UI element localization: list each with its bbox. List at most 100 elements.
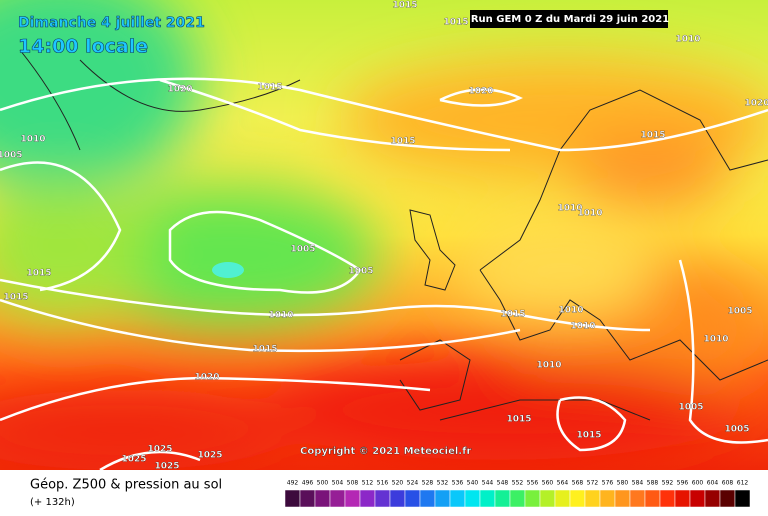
isobar-label: 1005 <box>0 151 23 161</box>
land <box>19 49 768 421</box>
scale-label: 528 <box>422 480 434 487</box>
scale-label: 572 <box>587 480 599 487</box>
isobar-label: 1015 <box>640 131 665 141</box>
isobar-label: 1010 <box>577 209 602 219</box>
isobar-label: 1005 <box>727 307 752 317</box>
isobar-label: 1025 <box>121 455 146 465</box>
scale-swatch <box>464 489 481 508</box>
isobar-label: 1015 <box>506 415 531 425</box>
isobar-label: 1015 <box>257 83 282 93</box>
isobar-label: 1015 <box>26 269 51 279</box>
scale-label: 564 <box>557 480 569 487</box>
scale-swatch <box>419 489 436 508</box>
scale-swatch <box>569 489 586 508</box>
isobar-label: 1020 <box>167 85 192 95</box>
scale-swatch <box>584 489 601 508</box>
isobar-label: 1020 <box>744 99 768 109</box>
isobar-label: 1015 <box>392 1 417 11</box>
scale-swatch <box>524 489 541 508</box>
scale-label: 600 <box>692 480 704 487</box>
scale-label: 520 <box>392 480 404 487</box>
copyright: Copyright © 2021 Meteociel.fr <box>300 446 471 457</box>
scale-label: 568 <box>572 480 584 487</box>
field <box>0 0 768 470</box>
isobar-label: 1015 <box>390 137 415 147</box>
run-label: Run GEM 0 Z du Mardi 29 juin 2021 <box>471 14 669 25</box>
scale-swatch <box>734 489 751 508</box>
scale-swatch <box>359 489 376 508</box>
scale-label: 580 <box>617 480 629 487</box>
scale-swatch <box>629 489 646 508</box>
scale-swatch <box>689 489 706 508</box>
scale-label: 516 <box>377 480 389 487</box>
isobar-label: 1015 <box>3 293 28 303</box>
isobar-label: 1010 <box>558 306 583 316</box>
isobar-labels: 1015 1015 1010 1020 1015 1020 1020 1010 1005 1015… <box>0 0 768 472</box>
isobar-label: 1010 <box>268 311 293 321</box>
scale-label: 524 <box>407 480 419 487</box>
isobar-label: 1015 <box>252 345 277 355</box>
isobar-label: 1010 <box>570 322 595 332</box>
date-label: Dimanche 4 juillet 2021 <box>18 15 205 31</box>
scale-swatch <box>599 489 616 508</box>
scale-label: 596 <box>677 480 689 487</box>
isobar-label: 1025 <box>197 451 222 461</box>
scale-swatch <box>299 489 316 508</box>
scale-label: 556 <box>527 480 539 487</box>
scale-swatch <box>404 489 421 508</box>
isobar-label: 1025 <box>154 462 179 472</box>
isobar-label: 1015 <box>443 18 468 28</box>
scale-label: 576 <box>602 480 614 487</box>
scale-swatch <box>479 489 496 508</box>
isobar-label: 1005 <box>724 425 749 435</box>
legend-title: Géop. Z500 & pression au sol <box>30 478 222 493</box>
scale-swatch <box>329 489 346 508</box>
scale-swatch <box>659 489 676 508</box>
scale-label: 548 <box>497 480 509 487</box>
scale-swatch <box>674 489 691 508</box>
scale-swatch <box>389 489 406 508</box>
scale-swatch <box>374 489 391 508</box>
isobar-label: 1015 <box>576 431 601 441</box>
isobar-label: 1010 <box>557 204 582 214</box>
scale-swatch <box>494 489 511 508</box>
scale-swatch <box>434 489 451 508</box>
time-label: 14:00 locale <box>18 36 148 58</box>
isobar-label: 1020 <box>468 87 493 97</box>
legend-lead: (+ 132h) <box>30 497 75 508</box>
run-box <box>470 10 668 28</box>
scale-label: 544 <box>482 480 494 487</box>
scale-label: 612 <box>737 480 749 487</box>
scale-label: 592 <box>662 480 674 487</box>
scale-swatch <box>509 489 526 508</box>
scale-label: 540 <box>467 480 479 487</box>
scale-swatch <box>449 489 466 508</box>
scale-label: 512 <box>362 480 374 487</box>
scale-label: 552 <box>512 480 524 487</box>
scale-label: 492 <box>287 480 299 487</box>
scale-label: 560 <box>542 480 554 487</box>
scale-label: 536 <box>452 480 464 487</box>
scale-label: 496 <box>302 480 314 487</box>
scale-swatch <box>344 489 361 508</box>
scale-swatch <box>644 489 661 508</box>
scale-label: 532 <box>437 480 449 487</box>
scale-swatch <box>704 489 721 508</box>
isobar-lines <box>0 77 768 472</box>
scale-label: 584 <box>632 480 644 487</box>
scale-swatch <box>554 489 571 508</box>
color-scale: 492 496 500 504 508 512 516 520 524 528 532 536 540 5… <box>284 480 751 508</box>
isobar-label: 1010 <box>703 335 728 345</box>
scale-swatch <box>719 489 736 508</box>
isobar-label: 1010 <box>675 35 700 45</box>
scale-label: 500 <box>317 480 329 487</box>
scale-label: 608 <box>722 480 734 487</box>
isobar-label: 1005 <box>678 403 703 413</box>
scale-label: 604 <box>707 480 719 487</box>
scale-label: 508 <box>347 480 359 487</box>
isobar-label: 1010 <box>20 135 45 145</box>
isobar-label: 1020 <box>194 373 219 383</box>
isobar-label: 1015 <box>500 310 525 320</box>
isobar-label: 1005 <box>290 245 315 255</box>
